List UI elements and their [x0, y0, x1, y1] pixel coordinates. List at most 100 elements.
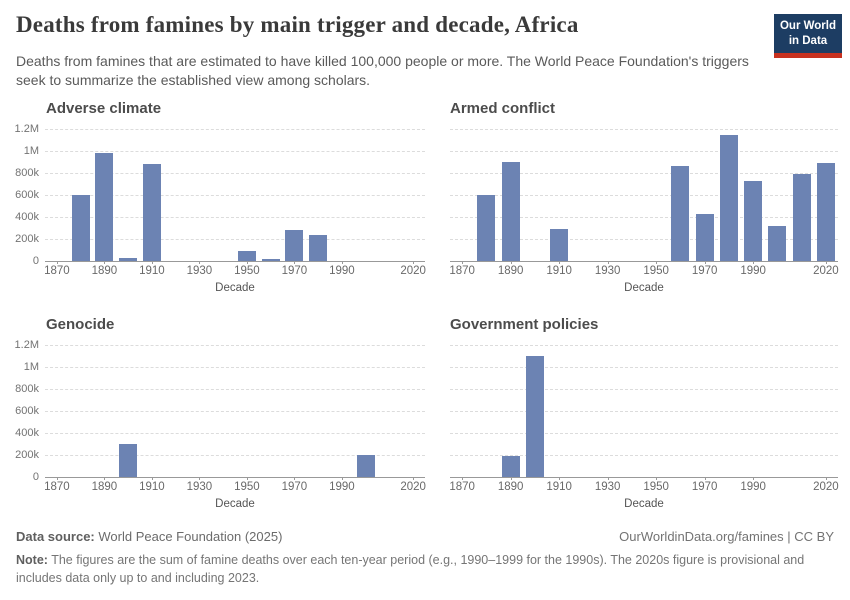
gridline: [45, 433, 425, 434]
subplot-title-genocide: Genocide: [46, 316, 115, 333]
gridline: [450, 195, 838, 196]
gridline: [45, 195, 425, 196]
x-tick-mark: [656, 477, 658, 480]
gridline: [450, 411, 838, 412]
x-tick-mark: [825, 477, 827, 480]
bar-1960s: [671, 166, 690, 261]
gridline: [45, 151, 425, 152]
x-tick-label: 1890: [497, 265, 524, 277]
data-source: Data source: World Peace Foundation (202…: [16, 529, 282, 544]
bar-1910s: [550, 229, 569, 261]
plot-area-genocide: 0 200k 400k 600k 800k 1M 1.2M 1870 1890 1910 1930 1…: [15, 339, 426, 510]
gridline: [45, 367, 425, 368]
x-tick-mark: [104, 477, 106, 480]
x-tick-label: 1970: [281, 265, 308, 277]
x-tick-label: 1950: [234, 265, 260, 277]
x-tick-label: 1910: [546, 265, 572, 277]
bar-1900s: [119, 444, 138, 477]
bar-2020s: [816, 163, 835, 261]
bar-1980s: [719, 134, 738, 261]
x-tick-label: 1930: [186, 265, 213, 277]
data-source-value: World Peace Foundation (2025): [98, 529, 283, 544]
x-tick-mark: [199, 261, 201, 264]
x-tick-mark: [559, 261, 561, 264]
x-tick-label: 1930: [594, 481, 621, 493]
x-tick-label: 1910: [139, 481, 165, 493]
y-tick-label: 600k: [15, 405, 39, 417]
x-axis-title: Decade: [215, 498, 255, 510]
x-tick-label: 1890: [91, 481, 118, 493]
x-tick-mark: [510, 477, 512, 480]
x-tick-mark: [825, 261, 827, 264]
gridline: [450, 367, 838, 368]
gridline: [450, 455, 838, 456]
gridline: [45, 455, 425, 456]
bar-1900s: [525, 356, 544, 477]
x-tick-label: 1930: [186, 481, 213, 493]
gridline: [450, 345, 838, 346]
subplot-government-policies: Government policies 1870 1890 1910 1930 1950…: [449, 312, 850, 528]
bar-1890s: [501, 162, 520, 261]
plot-area-government-policies: 1870 1890 1910 1930 1950 1970 1990 2020 Decade: [449, 345, 839, 510]
x-tick-mark: [753, 477, 755, 480]
gridline: [450, 239, 838, 240]
gridline: [450, 217, 838, 218]
gridline: [450, 389, 838, 390]
gridline: [45, 173, 425, 174]
x-tick-mark: [607, 477, 609, 480]
y-tick-label: 0: [32, 255, 39, 267]
x-tick-label: 1930: [594, 265, 621, 277]
x-tick-label: 1970: [691, 265, 718, 277]
x-tick-label: 1870: [449, 265, 475, 277]
x-tick-mark: [753, 261, 755, 264]
y-tick-label: 800k: [15, 383, 39, 395]
gridline: [45, 389, 425, 390]
x-tick-mark: [462, 261, 464, 264]
bar-1950s: [237, 250, 256, 261]
y-tick-label: 1M: [23, 361, 39, 373]
gridline: [45, 239, 425, 240]
x-tick-mark: [294, 477, 296, 480]
bar-1990s: [744, 180, 763, 261]
gridline: [45, 129, 425, 130]
footnote-text: The figures are the sum of famine deaths…: [16, 553, 805, 586]
footnote-label: Note:: [16, 553, 48, 567]
subplot-title-adverse-climate: Adverse climate: [46, 100, 162, 117]
x-tick-mark: [413, 261, 415, 264]
gridline: [45, 411, 425, 412]
owid-logo-line2: in Data: [788, 34, 828, 47]
x-tick-mark: [559, 477, 561, 480]
x-tick-label: 1890: [497, 481, 524, 493]
x-tick-mark: [151, 261, 153, 264]
credit-link[interactable]: OurWorldinData.org/famines | CC BY: [619, 529, 834, 544]
x-tick-mark: [199, 477, 201, 480]
chart-subtitle: Deaths from famines that are estimated t…: [16, 53, 749, 89]
x-tick-label: 1870: [44, 265, 70, 277]
x-tick-mark: [294, 261, 296, 264]
x-tick-mark: [56, 261, 58, 264]
x-tick-label: 1910: [546, 481, 572, 493]
bar-1900s: [119, 258, 138, 261]
subplot-title-government-policies: Government policies: [450, 316, 599, 333]
x-tick-mark: [413, 477, 415, 480]
bar-1880s: [71, 195, 90, 261]
y-tick-label: 0: [32, 471, 39, 483]
bar-2000s: [768, 225, 787, 261]
x-tick-label: 1990: [329, 265, 355, 277]
x-tick-label: 1890: [91, 265, 118, 277]
x-axis-title: Decade: [215, 282, 255, 294]
x-tick-mark: [246, 477, 248, 480]
bar-1890s: [95, 153, 114, 261]
x-tick-label: 1870: [44, 481, 70, 493]
bar-2000s: [356, 455, 375, 477]
x-tick-label: 2020: [813, 481, 839, 493]
y-tick-label: 1M: [23, 145, 39, 157]
owid-logo: Our World in Data: [774, 14, 842, 58]
x-tick-label: 1990: [740, 265, 766, 277]
gridline: [450, 129, 838, 130]
x-tick-mark: [56, 477, 58, 480]
x-tick-label: 1950: [643, 481, 669, 493]
x-tick-label: 1990: [740, 481, 766, 493]
x-tick-label: 1870: [449, 481, 475, 493]
